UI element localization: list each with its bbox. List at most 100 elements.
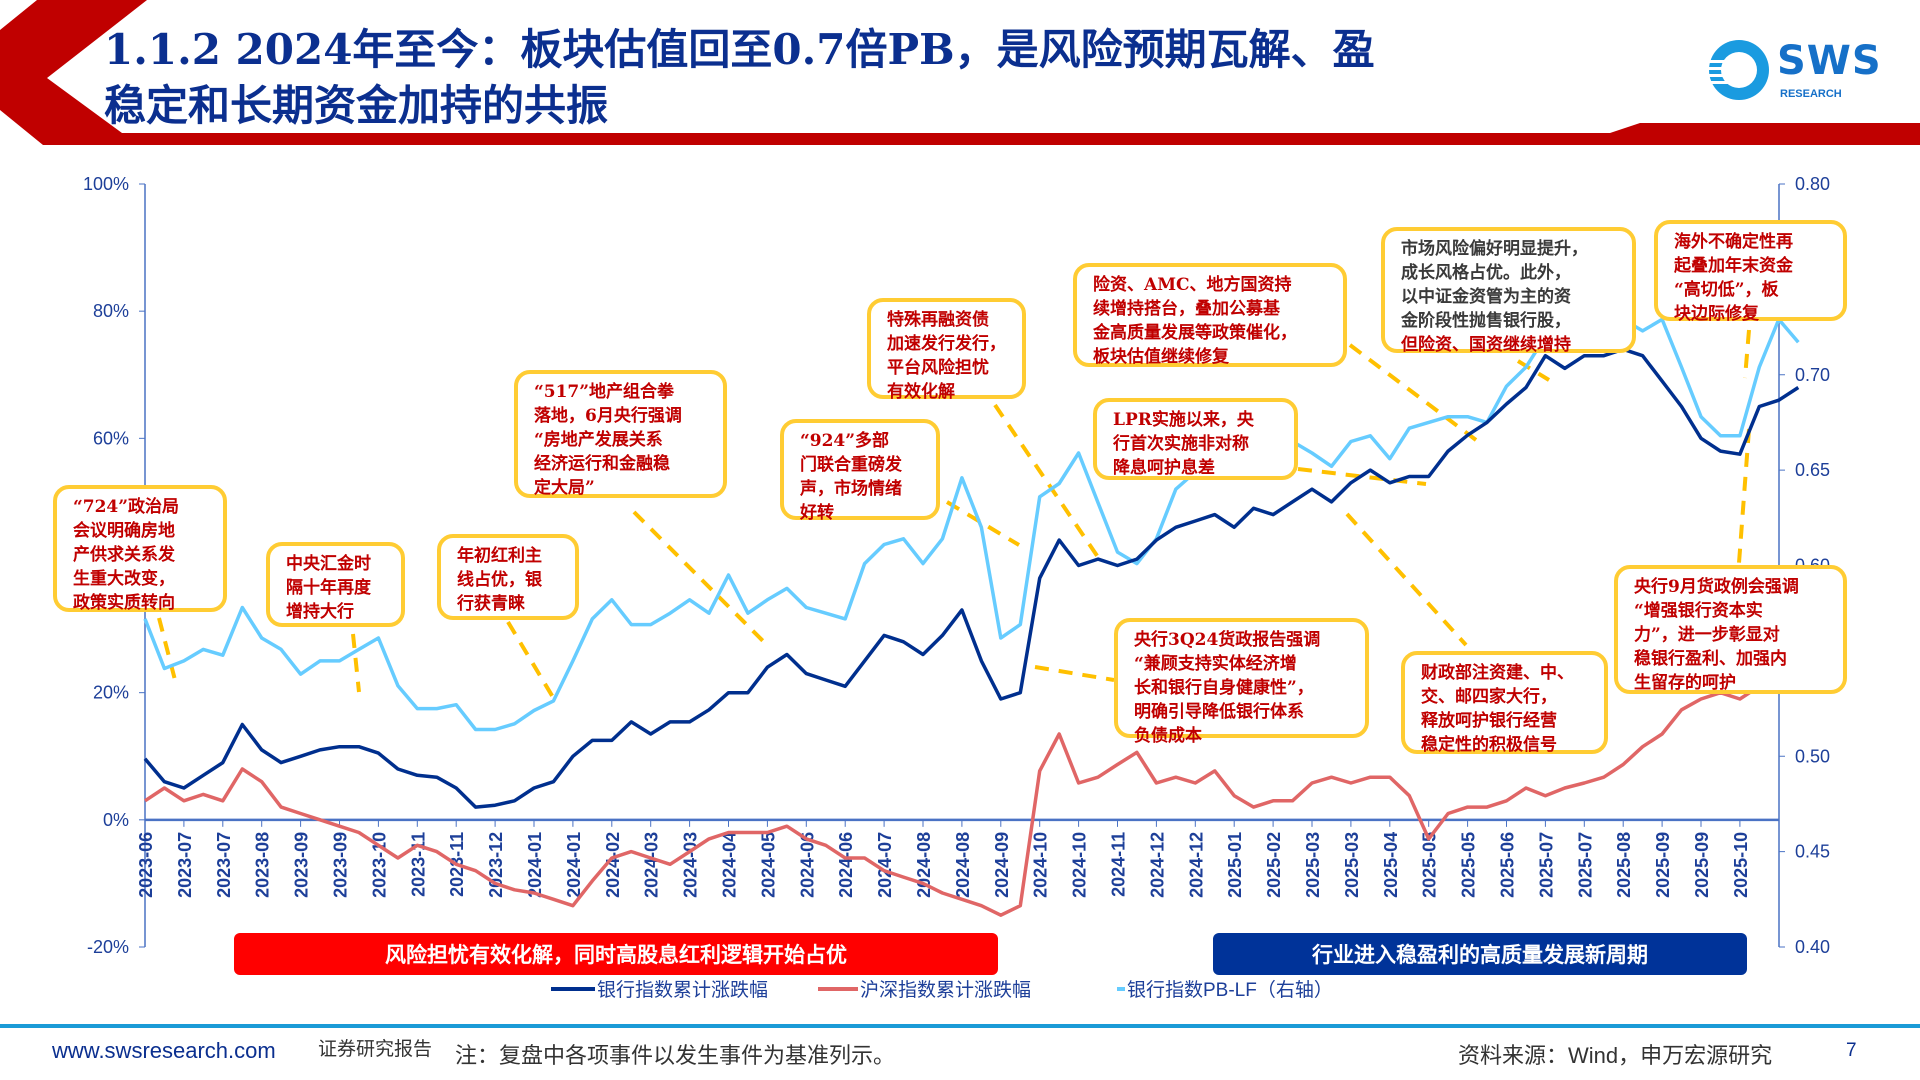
- x-axis-tick-label: 2024-03: [642, 832, 662, 898]
- callout-huijin: 中央汇金时 隔十年再度 增持大行: [266, 542, 405, 627]
- x-axis-tick-label: 2025-09: [1653, 832, 1673, 898]
- callout-overseas: 海外不确定性再 起叠加年末资金 “高切低”，板 块边际修复: [1654, 220, 1847, 324]
- logo-text: SWS: [1777, 38, 1882, 84]
- x-axis-tick-label: 2024-04: [720, 832, 740, 898]
- callout-924: “924”多部 门联合重磅发 声，市场情绪 好转: [780, 419, 940, 523]
- x-axis-tick-label: 2024-02: [603, 832, 623, 898]
- leader-line: [1743, 329, 1751, 379]
- x-axis-tick-label: 2023-06: [136, 832, 156, 898]
- x-axis-tick-label: 2025-02: [1264, 832, 1284, 898]
- left-axis-tick-label: -20%: [87, 937, 129, 957]
- x-axis-tick-label: 2023-11: [408, 832, 428, 897]
- leader-line: [506, 620, 559, 706]
- leader-line: [1348, 343, 1478, 442]
- leader-line: [157, 617, 177, 681]
- legend-label: 银行指数PB-LF（右轴）: [1127, 980, 1333, 1001]
- x-axis-tick-label: 2024-03: [681, 832, 701, 898]
- left-axis-tick-label: 80%: [93, 301, 129, 321]
- footer-divider: [0, 1024, 1920, 1028]
- sws-logo: SWS RESEARCH: [1705, 34, 1881, 106]
- callout-market-risk-text: 市场风险偏好明显提升， 成长风格占优。此外， 以中证金资管为主的资 金阶段性抛售…: [1401, 239, 1588, 331]
- legend-item-csi-index: 沪深指数累计涨跌幅: [818, 975, 1031, 1002]
- callout-market-risk: 市场风险偏好明显提升， 成长风格占优。此外， 以中证金资管为主的资 金阶段性抛售…: [1381, 227, 1636, 355]
- leader-line: [1516, 359, 1551, 382]
- x-axis-tick-label: 2023-07: [175, 832, 195, 898]
- x-axis-tick-label: 2024-01: [564, 832, 584, 898]
- callout-517: “517”地产组合拳 落地，6月央行强调 “房地产发展关系 经济运行和金融稳 定…: [514, 370, 727, 498]
- page-title: 1.1.2 2024年至今：板块估值回至0.7倍PB，是风险预期瓦解、盈 稳定和…: [104, 25, 1375, 130]
- x-axis-tick-label: 2023-09: [292, 832, 312, 898]
- x-axis-tick-label: 2024-10: [1031, 832, 1051, 898]
- right-axis-tick-label: 0.40: [1795, 937, 1830, 957]
- x-axis-tick-label: 2025-07: [1575, 832, 1595, 898]
- footer-note: 注：复盘中各项事件以发生事件为基准列示。: [455, 1043, 896, 1068]
- left-axis-tick-label: 0%: [103, 810, 129, 830]
- header-banner: [0, 0, 1920, 145]
- sws-logo-icon: [1705, 40, 1769, 100]
- legend-item-bank-index: 银行指数累计涨跌幅: [551, 975, 768, 1002]
- callout-lpr: LPR实施以来，央 行首次实施非对称 降息呵护息差: [1093, 398, 1298, 480]
- x-axis-tick-label: 2024-07: [875, 832, 895, 898]
- right-axis-tick-label: 0.70: [1795, 365, 1830, 385]
- right-axis-tick-label: 0.65: [1795, 460, 1830, 480]
- leader-line: [945, 500, 1021, 547]
- x-axis-tick-label: 2024-09: [992, 832, 1012, 898]
- x-axis-tick-label: 2025-04: [1381, 832, 1401, 898]
- phase-band-left: 风险担忧有效化解，同时高股息红利逻辑开始占优: [234, 933, 998, 975]
- leader-line: [1034, 665, 1115, 682]
- legend-item-bank-pb: 银行指数PB-LF（右轴）: [1117, 975, 1333, 1002]
- x-axis-tick-label: 2024-01: [525, 832, 545, 898]
- footer-website[interactable]: www.swsresearch.com: [52, 1038, 276, 1063]
- callout-3q24-report: 央行3Q24货政报告强调 “兼顾支持实体经济增 长和银行自身健康性”， 明确引导…: [1114, 618, 1369, 746]
- callout-dividend: 年初红利主 线占优，银 行获青睐: [437, 534, 579, 620]
- callout-insurance: 险资、AMC、地方国资持 续增持搭台，叠加公募基 金高质量发展等政策催化， 板块…: [1073, 263, 1347, 367]
- x-axis-tick-label: 2025-06: [1498, 832, 1518, 898]
- x-axis-tick-label: 2023-12: [486, 832, 506, 898]
- x-axis-tick-label: 2024-06: [836, 832, 856, 898]
- series-line-bank-index: [143, 347, 1800, 809]
- x-axis-tick-label: 2025-05: [1420, 832, 1440, 898]
- callout-mof: 财政部注资建、中、 交、邮四家大行， 释放呵护银行经营 稳定性的积极信号: [1401, 651, 1608, 755]
- x-axis-tick-label: 2025-09: [1692, 832, 1712, 898]
- callout-724-politburo: “724”政治局 会议明确房地 产供求关系发 生重大改变， 政策实质转向: [53, 485, 227, 613]
- right-axis-tick-label: 0.45: [1795, 842, 1830, 862]
- x-axis-tick-label: 2025-03: [1303, 832, 1323, 898]
- x-axis-tick-label: 2025-03: [1342, 832, 1362, 898]
- callout-refinance: 特殊再融资债 加速发行发行， 平台风险担忧 有效化解: [867, 298, 1026, 402]
- x-axis-tick-label: 2025-07: [1536, 832, 1556, 898]
- x-axis-tick-label: 2025-10: [1731, 832, 1751, 898]
- x-axis-tick-label: 2025-08: [1614, 832, 1634, 898]
- right-axis-tick-label: 0.50: [1795, 746, 1830, 766]
- leader-line: [1297, 467, 1427, 486]
- phase-band-right: 行业进入稳盈利的高质量发展新周期: [1213, 933, 1747, 975]
- footer-report-type: 证券研究报告: [318, 1039, 433, 1060]
- legend-label: 银行指数累计涨跌幅: [597, 980, 769, 1001]
- footer-source: 资料来源：Wind，申万宏源研究: [1458, 1043, 1773, 1068]
- leader-line: [1345, 512, 1468, 647]
- x-axis-tick-label: 2024-08: [953, 832, 973, 898]
- leader-line: [351, 633, 361, 693]
- leader-line: [632, 510, 767, 645]
- x-axis-tick-label: 2024-05: [758, 832, 778, 898]
- left-axis-tick-label: 20%: [93, 683, 129, 703]
- header-red-frame: [0, 0, 1920, 145]
- x-axis-tick-label: 2025-01: [1225, 832, 1245, 898]
- x-axis-tick-label: 2025-05: [1459, 832, 1479, 898]
- left-axis-tick-label: 100%: [83, 174, 129, 194]
- x-axis-tick-label: 2023-08: [253, 832, 273, 898]
- legend-swatch: [1117, 986, 1125, 991]
- series-line-csi-index: [144, 671, 1799, 917]
- callout-leader-lines: [157, 329, 1751, 706]
- x-axis-tick-label: 2024-10: [1070, 832, 1090, 898]
- x-axis-tick-label: 2023-09: [331, 832, 351, 898]
- x-axis-tick-label: 2024-12: [1186, 832, 1206, 898]
- right-axis-tick-label: 0.80: [1795, 174, 1830, 194]
- callout-market-risk-red: 但险资、国资继续增持: [1401, 335, 1571, 355]
- leader-line: [993, 403, 1104, 565]
- x-axis-tick-label: 2024-11: [1109, 832, 1129, 897]
- legend-swatch: [818, 986, 858, 991]
- legend-label: 沪深指数累计涨跌幅: [860, 980, 1032, 1001]
- page-number: 7: [1846, 1040, 1857, 1061]
- callout-sept-pboc: 央行9月货政例会强调 “增强银行资本实 力”，进一步彰显对 稳银行盈利、加强内 …: [1614, 565, 1847, 694]
